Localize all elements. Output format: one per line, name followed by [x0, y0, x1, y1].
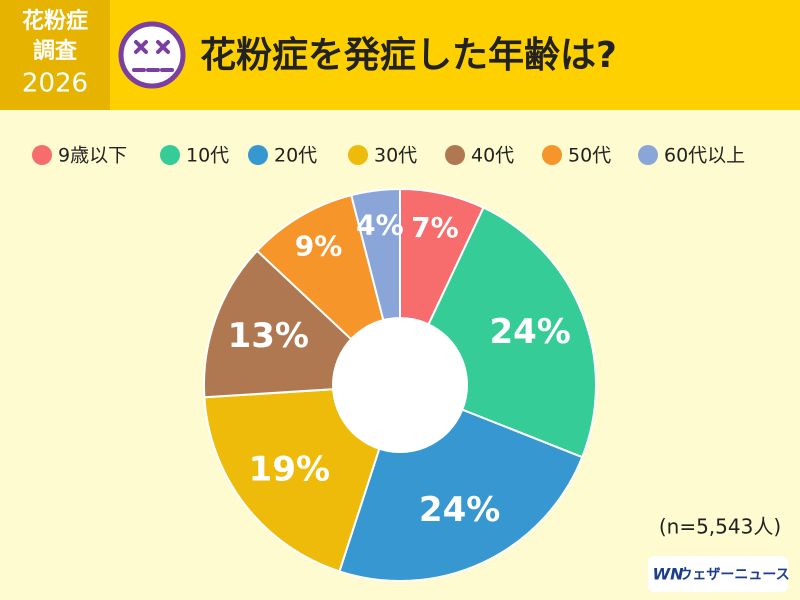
legend-label: 20代 — [274, 145, 317, 167]
value-label: 19% — [249, 449, 330, 489]
chart: 9歳以下 10代 20代 30代 40代 50代 60代以上 7% 24% 24% 19% 13% 9%… — [32, 145, 745, 582]
legend-label: 30代 — [374, 145, 417, 167]
sample-note: (n=5,543人) — [659, 515, 781, 539]
legend-swatch — [542, 145, 562, 165]
legend-label: 60代以上 — [664, 145, 745, 167]
face-icon — [118, 21, 186, 89]
logo-mark: WN — [652, 565, 684, 584]
value-label: 13% — [228, 316, 309, 356]
legend-swatch — [638, 145, 658, 165]
legend-swatch — [32, 145, 52, 165]
legend-swatch — [160, 145, 180, 165]
legend-swatch — [248, 145, 268, 165]
badge-line: 調査 — [33, 38, 78, 64]
badge-line: 2026 — [22, 69, 88, 99]
badge-box — [0, 0, 110, 110]
value-label: 7% — [411, 211, 459, 244]
legend-label: 40代 — [471, 145, 514, 167]
value-label: 9% — [295, 229, 343, 262]
legend-label: 9歳以下 — [58, 145, 127, 167]
title: 花粉症を発症した年齢は? — [200, 35, 617, 76]
donut-hole — [332, 317, 468, 453]
value-label: 24% — [489, 312, 570, 352]
logo: WN ウェザーニュース — [648, 556, 790, 592]
logo-text: ウェザーニュース — [678, 567, 789, 583]
badge-line: 花粉症 — [22, 8, 88, 34]
legend-swatch — [445, 145, 465, 165]
value-label: 24% — [419, 490, 500, 530]
legend-swatch — [348, 145, 368, 165]
legend-label: 50代 — [568, 145, 611, 167]
value-label: 4% — [356, 208, 404, 241]
legend-label: 10代 — [186, 145, 229, 167]
